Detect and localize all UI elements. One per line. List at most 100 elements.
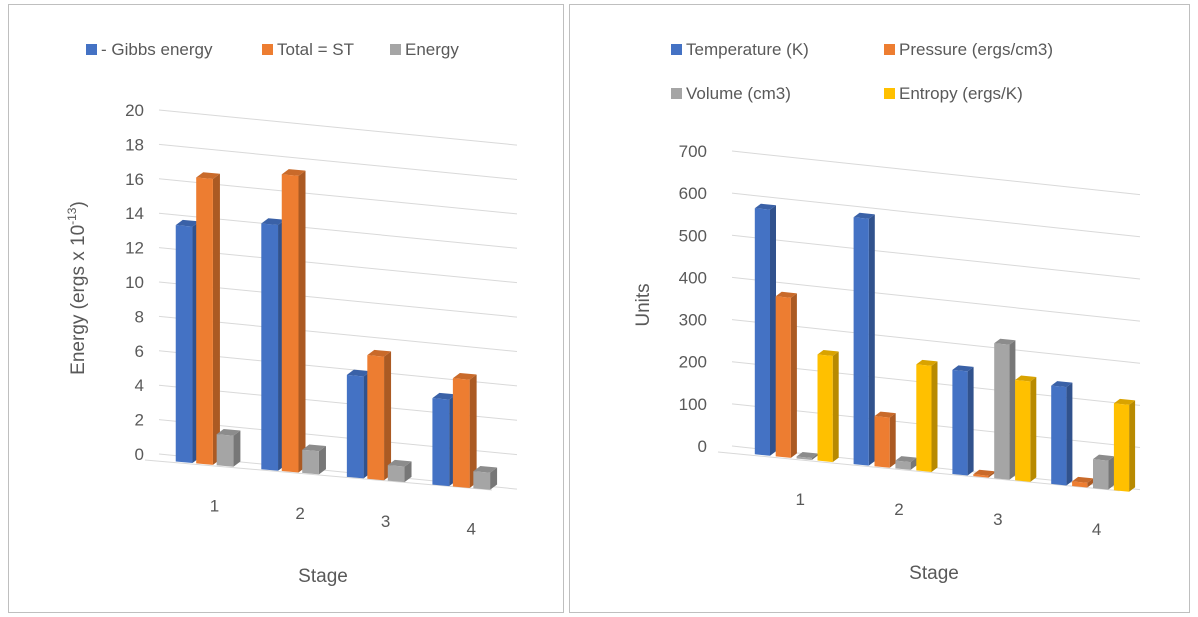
legend-swatch [671, 88, 682, 99]
bar-top [916, 359, 938, 366]
bar-top [473, 466, 498, 473]
legend-label: - Gibbs energy [101, 40, 213, 59]
bar-side [910, 457, 917, 470]
legend-label: Energy [405, 40, 459, 59]
y-tick-label: 500 [679, 226, 707, 245]
bar-top [775, 291, 797, 298]
legend-label: Volume (cm3) [686, 84, 791, 103]
floor-edge [144, 459, 492, 491]
bar-side [490, 467, 498, 490]
bar-top [452, 373, 477, 380]
bar-front [973, 474, 989, 478]
bar-side [967, 366, 974, 476]
y-tick-label: 400 [679, 268, 707, 287]
y-tick-label: 16 [125, 170, 144, 189]
legend-swatch [262, 44, 273, 55]
bar-top [1093, 454, 1115, 461]
bar-front [261, 223, 279, 471]
bar-front [994, 343, 1010, 480]
bar-side [811, 453, 818, 460]
x-tick-label: 3 [993, 510, 1002, 529]
bar-side [790, 293, 797, 458]
y-axis-title-main: Energy (ergs x 10 [68, 225, 89, 375]
bar-front [874, 416, 890, 468]
y-tick-label: 0 [698, 437, 707, 456]
y-tick-label: 8 [135, 307, 144, 326]
bar-side [889, 413, 896, 468]
y-axis-title: Energy (ergs x 10-13) [65, 201, 89, 375]
x-tick-label: 1 [210, 496, 219, 515]
y-tick-label: 300 [679, 311, 707, 330]
bar-top [853, 212, 875, 219]
y-axis-title: Units [633, 283, 654, 326]
legend-swatch [86, 44, 97, 55]
bar-side [318, 445, 326, 475]
x-tick-label: 2 [894, 500, 903, 519]
bar-front [1113, 403, 1130, 492]
bar-front [452, 378, 470, 488]
state-variables-chart: 0 100 200 300 400 500 600 700 1 2 3 4 Stage Units Temp… [633, 40, 1141, 584]
y-tick-label: 100 [679, 395, 707, 414]
legend-swatch [671, 44, 682, 55]
x-tick-label: 4 [466, 519, 475, 538]
y-tick-label: 600 [679, 184, 707, 203]
bar-front [1051, 385, 1067, 486]
bar-front [281, 174, 299, 473]
bar-side [988, 471, 995, 478]
bar-front [754, 208, 770, 456]
legend-label: Total = ST [277, 40, 354, 59]
legend-swatch [390, 44, 401, 55]
y-axis-title-exponent: -13 [65, 207, 79, 225]
bar-front [175, 225, 193, 464]
bar-front [916, 364, 932, 472]
legend-swatch [884, 88, 895, 99]
bar-side [832, 351, 839, 463]
bar-front [895, 460, 911, 470]
bar-top [952, 365, 974, 372]
bar-side [1066, 382, 1073, 486]
bar-top [367, 349, 392, 357]
bar-front [775, 296, 791, 458]
bar-side [868, 214, 875, 466]
bar-top [817, 349, 839, 356]
bar-side [384, 351, 392, 481]
bar-front [1015, 380, 1031, 482]
y-tick-label: 6 [135, 342, 144, 361]
gridline [158, 143, 518, 180]
bar-side [212, 173, 220, 465]
y-tick-label: 200 [679, 353, 707, 372]
legend-label: Pressure (ergs/cm3) [899, 40, 1053, 59]
gridline [731, 276, 1141, 322]
gridline [731, 192, 1141, 238]
bar-top [387, 459, 412, 467]
y-tick-label: 20 [125, 101, 144, 120]
bar-top [432, 392, 457, 400]
x-tick-label: 1 [795, 490, 804, 509]
x-tick-label: 3 [381, 512, 390, 531]
energy-chart-panel: 0 2 4 6 8 10 12 14 16 18 20 1 2 3 4 Stage Energy (ergs x… [8, 4, 564, 613]
state-variables-chart-panel: 0 100 200 300 400 500 600 700 1 2 3 4 Stage Units Temp… [569, 4, 1190, 613]
bar-top [281, 169, 306, 176]
bar-top [754, 203, 776, 210]
bar-top [302, 444, 326, 452]
bar-front [473, 471, 491, 490]
gridline [731, 319, 1141, 364]
y-tick-label: 4 [135, 376, 144, 395]
bar-side [1129, 400, 1136, 492]
bar-top [973, 469, 995, 476]
bar-top [216, 429, 241, 436]
bar-side [233, 430, 241, 467]
bar-front [216, 434, 234, 467]
x-tick-label: 2 [295, 504, 304, 523]
bar-top [1072, 476, 1094, 483]
bar-front [1072, 481, 1088, 488]
bar-side [298, 170, 306, 473]
bar-side [469, 374, 477, 488]
legend-swatch [884, 44, 895, 55]
y-axis-title-close: ) [68, 201, 89, 207]
x-axis-title: Stage [909, 563, 959, 584]
bar-front [387, 465, 405, 483]
bar-front [432, 398, 450, 487]
bar-side [931, 361, 938, 472]
